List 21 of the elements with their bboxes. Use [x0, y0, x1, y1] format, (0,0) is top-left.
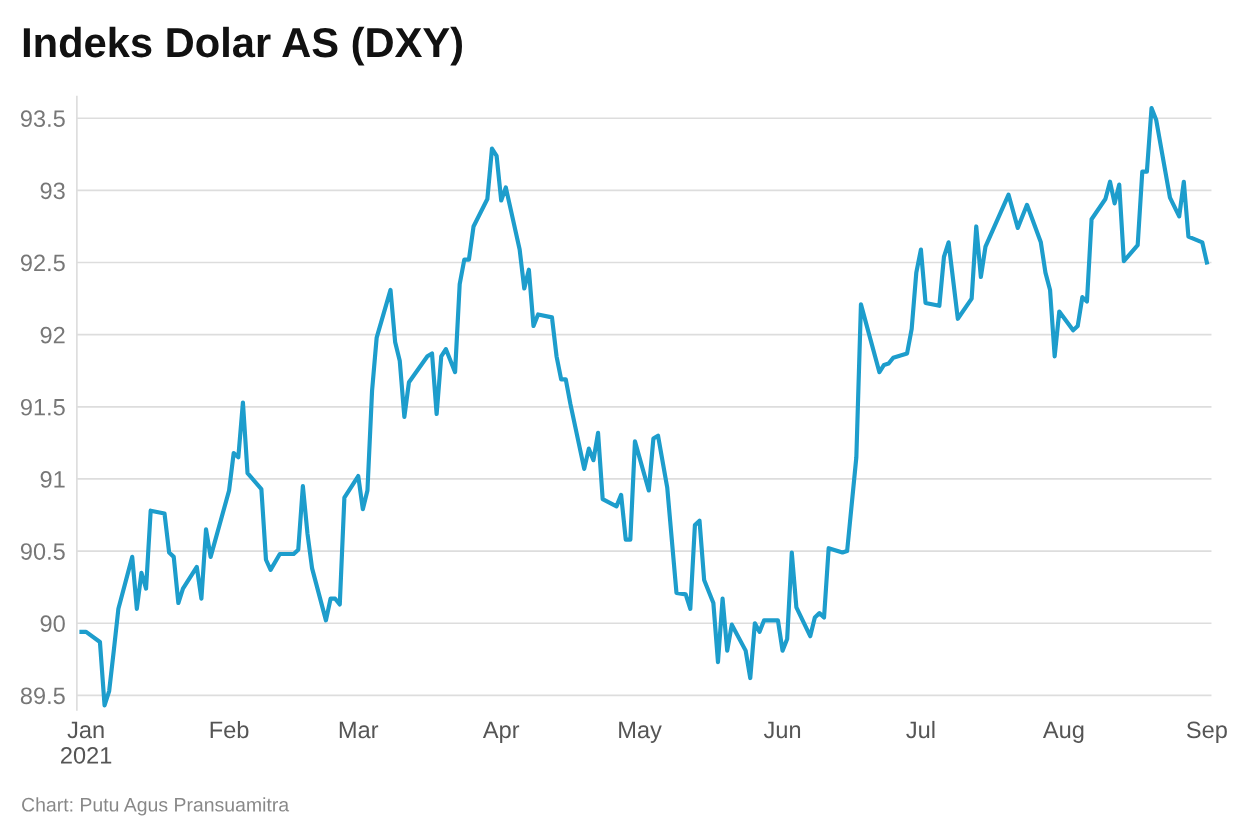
- y-tick-label: 91: [40, 471, 65, 488]
- y-tick-label: 91.5: [20, 398, 65, 416]
- y-tick-label: 92: [40, 326, 65, 344]
- y-tick-label: 92.5: [20, 254, 65, 272]
- x-tick-label: Feb: [210, 720, 249, 739]
- x-tick-label: Jan 2021: [61, 721, 112, 764]
- x-tick-label: Sep: [1186, 721, 1227, 743]
- y-tick-label: 93.5: [20, 110, 65, 128]
- y-tick-label: 89.5: [20, 687, 65, 705]
- x-tick-label: Jul: [906, 720, 935, 739]
- x-tick-label: Apr: [482, 721, 520, 743]
- y-tick-label: 90: [40, 615, 65, 633]
- x-tick-label: May: [619, 721, 662, 743]
- y-tick-label: 93: [40, 182, 65, 200]
- x-tick-label: Jun: [763, 721, 801, 739]
- x-tick-label: Mar: [339, 721, 379, 739]
- text: Chart: Putu Agus Pransuamitra: [22, 797, 290, 816]
- line-series: [79, 106, 1209, 708]
- y-tick-label: 90.5: [20, 543, 65, 560]
- x-tick-label: Aug: [1042, 721, 1084, 743]
- chart-title: Indeks Dolar AS (DXY): [23, 26, 462, 66]
